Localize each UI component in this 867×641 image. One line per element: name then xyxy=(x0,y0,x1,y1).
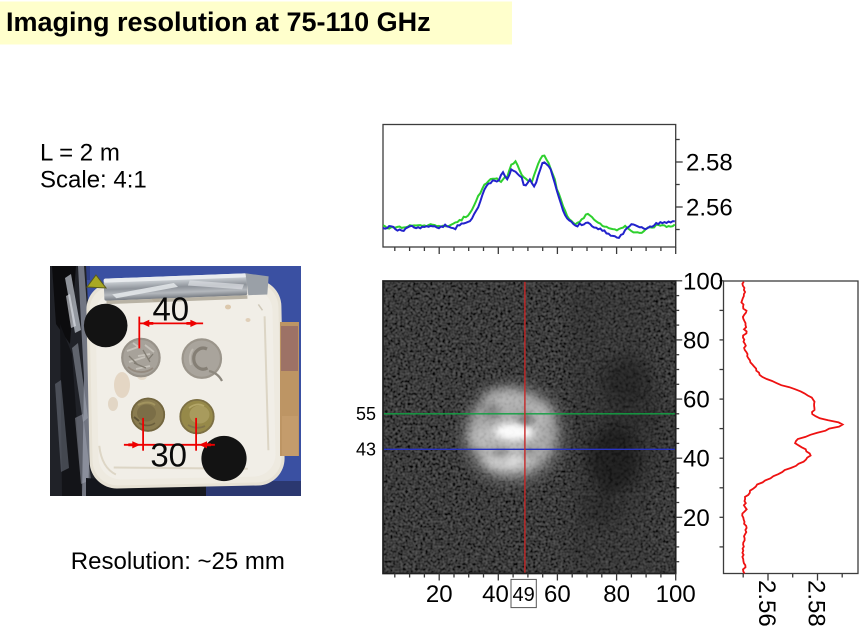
svg-text:43: 43 xyxy=(356,440,376,460)
svg-text:2.58: 2.58 xyxy=(803,580,830,627)
svg-text:2.56: 2.56 xyxy=(753,580,780,627)
svg-text:100: 100 xyxy=(656,581,696,608)
svg-text:2.56: 2.56 xyxy=(686,195,733,222)
svg-text:60: 60 xyxy=(544,581,571,608)
svg-text:80: 80 xyxy=(603,581,630,608)
svg-text:L = 2 m: L = 2 m xyxy=(40,140,120,167)
svg-text:40: 40 xyxy=(152,291,189,328)
svg-text:Imaging resolution at 75-110 G: Imaging resolution at 75-110 GHz xyxy=(6,7,431,37)
svg-text:20: 20 xyxy=(683,505,710,532)
svg-text:80: 80 xyxy=(683,327,710,354)
svg-text:40: 40 xyxy=(482,581,509,608)
svg-text:60: 60 xyxy=(683,387,710,414)
svg-text:40: 40 xyxy=(683,446,710,473)
svg-text:55: 55 xyxy=(356,404,376,424)
svg-text:49: 49 xyxy=(512,584,534,606)
svg-text:Resolution: ~25 mm: Resolution: ~25 mm xyxy=(71,548,285,575)
svg-text:30: 30 xyxy=(150,437,187,474)
svg-text:2.58: 2.58 xyxy=(686,150,733,177)
svg-text:Scale: 4:1: Scale: 4:1 xyxy=(40,167,147,194)
svg-text:20: 20 xyxy=(426,581,453,608)
svg-text:100: 100 xyxy=(683,268,723,295)
